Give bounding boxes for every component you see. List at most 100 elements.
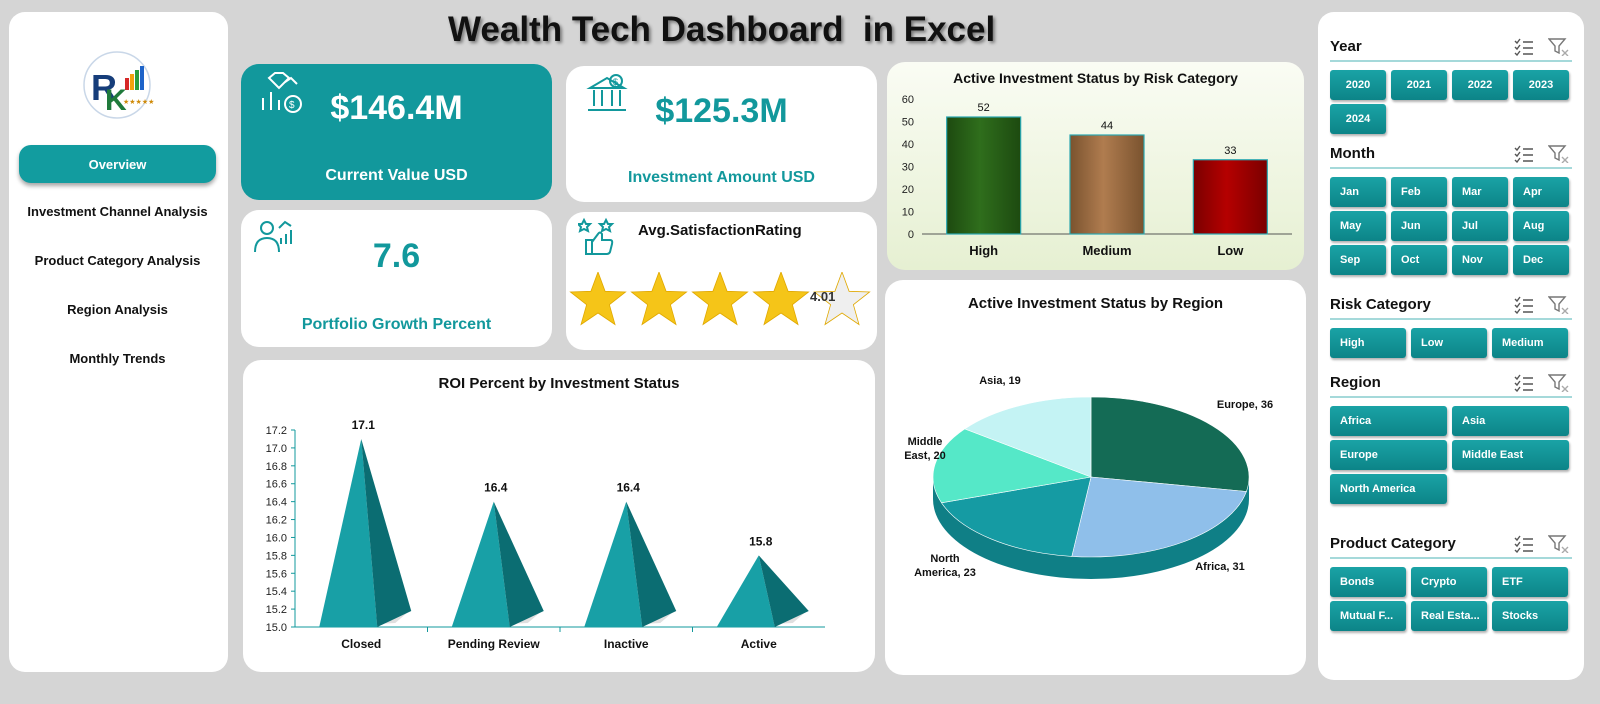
svg-text:$: $ bbox=[289, 100, 295, 111]
slicer-month-option-dec[interactable]: Dec bbox=[1513, 245, 1569, 275]
slicer-product-option-crypto[interactable]: Crypto bbox=[1411, 567, 1487, 597]
y-tick-label: 16.4 bbox=[266, 497, 287, 509]
nav-item-monthly-trends[interactable]: Monthly Trends bbox=[69, 350, 166, 366]
chart-roi-panel: ROI Percent by Investment Status 15.0 15.… bbox=[243, 360, 875, 672]
pyramid-pending-review bbox=[451, 501, 544, 627]
chart-region-title: Active Investment Status by Region bbox=[967, 295, 1224, 312]
pie-slice-north-america bbox=[940, 476, 1092, 557]
svg-text:R: R bbox=[91, 67, 117, 108]
category-label-inactive: Inactive bbox=[604, 637, 649, 651]
clear-filter-icon[interactable] bbox=[1547, 535, 1570, 558]
bar-low bbox=[1192, 159, 1268, 235]
pie-label-middle-east: Middle East, 20 bbox=[904, 436, 946, 462]
category-label-closed: Closed bbox=[341, 637, 381, 651]
kpi-investment-amount: $ $125.3M Investment Amount USD bbox=[566, 66, 877, 202]
kpi-satisfaction-label: Avg.SatisfactionRating bbox=[638, 222, 802, 239]
slicer-product-option-bonds[interactable]: Bonds bbox=[1330, 567, 1406, 597]
slicer-region-header: Region bbox=[1330, 374, 1572, 398]
data-label-low: 33 bbox=[1224, 145, 1236, 157]
slicer-product-option-real-esta[interactable]: Real Esta... bbox=[1411, 601, 1487, 631]
clear-filter-icon[interactable] bbox=[1547, 38, 1570, 61]
category-label-low: Low bbox=[1217, 243, 1244, 258]
slicer-risk-option-medium[interactable]: Medium bbox=[1492, 328, 1568, 358]
y-tick-label: 17.2 bbox=[266, 425, 287, 437]
slicer-year-option-2023[interactable]: 2023 bbox=[1513, 70, 1569, 100]
pie-rim bbox=[933, 477, 1249, 579]
pie-slice-asia bbox=[964, 396, 1092, 478]
y-tick-label: 16.8 bbox=[266, 461, 287, 473]
y-tick-label: 16.6 bbox=[266, 479, 287, 491]
diamond-growth-icon: $ bbox=[259, 70, 305, 121]
data-label-inactive: 16.4 bbox=[617, 481, 641, 495]
svg-text:★★★★★: ★★★★★ bbox=[123, 98, 154, 106]
slicer-product-option-mutual-f[interactable]: Mutual F... bbox=[1330, 601, 1406, 631]
slicer-month-title: Month bbox=[1330, 145, 1375, 162]
chart-risk-category-panel: Active Investment Status by Risk Categor… bbox=[887, 62, 1304, 270]
slicer-year-option-2022[interactable]: 2022 bbox=[1452, 70, 1508, 100]
slicer-region-option-asia[interactable]: Asia bbox=[1452, 406, 1569, 436]
y-tick-label: 15.6 bbox=[266, 568, 287, 580]
svg-text:$: $ bbox=[613, 77, 618, 87]
slicer-month-option-jun[interactable]: Jun bbox=[1391, 211, 1447, 241]
nav-item-investment-channel-analysis[interactable]: Investment Channel Analysis bbox=[27, 203, 208, 219]
clear-filter-icon[interactable] bbox=[1547, 145, 1570, 168]
multi-select-icon[interactable] bbox=[1514, 374, 1534, 397]
data-label-closed: 17.1 bbox=[352, 418, 376, 432]
slicer-month-option-aug[interactable]: Aug bbox=[1513, 211, 1569, 241]
slicer-product-option-etf[interactable]: ETF bbox=[1492, 567, 1568, 597]
slicer-month-option-oct[interactable]: Oct bbox=[1391, 245, 1447, 275]
multi-select-icon[interactable] bbox=[1514, 535, 1534, 558]
slicer-month-option-nov[interactable]: Nov bbox=[1452, 245, 1508, 275]
slicer-region-option-north-america[interactable]: North America bbox=[1330, 474, 1447, 504]
bank-money-icon: $ bbox=[584, 72, 630, 123]
chart-region: Europe, 36 Africa, 31 North America, 23 Midd… bbox=[904, 375, 1273, 579]
nav-item-product-category-analysis[interactable]: Product Category Analysis bbox=[34, 252, 201, 268]
pie-slice-middle-east bbox=[932, 428, 1093, 504]
slicer-month-option-jul[interactable]: Jul bbox=[1452, 211, 1508, 241]
slicer-risk-title: Risk Category bbox=[1330, 296, 1431, 313]
data-label-pending-review: 16.4 bbox=[484, 481, 508, 495]
chart-roi: 15.0 15.2 15.4 15.6 15.8 16.0 16.2 16.4 16.6 16.8… bbox=[266, 418, 825, 651]
slicer-year-option-2021[interactable]: 2021 bbox=[1391, 70, 1447, 100]
pyramid-inactive bbox=[584, 501, 677, 627]
category-label-high: High bbox=[969, 243, 998, 258]
slicer-month-option-may[interactable]: May bbox=[1330, 211, 1386, 241]
slicer-month-option-sep[interactable]: Sep bbox=[1330, 245, 1386, 275]
pie-label-north-america: North America, 23 bbox=[914, 553, 976, 579]
slicer-region-option-middle-east[interactable]: Middle East bbox=[1452, 440, 1569, 470]
slicer-year-option-2024[interactable]: 2024 bbox=[1330, 104, 1386, 134]
y-tick-label: 60 bbox=[902, 94, 914, 106]
star-rating bbox=[569, 272, 871, 326]
slicer-month-option-apr[interactable]: Apr bbox=[1513, 177, 1569, 207]
chart-region-panel: Active Investment Status by Region Europ… bbox=[885, 280, 1306, 675]
slicer-month-option-jan[interactable]: Jan bbox=[1330, 177, 1386, 207]
data-label-high: 52 bbox=[978, 102, 990, 114]
slicer-month-option-mar[interactable]: Mar bbox=[1452, 177, 1508, 207]
multi-select-icon[interactable] bbox=[1514, 296, 1534, 319]
y-tick-label: 15.8 bbox=[266, 550, 287, 562]
slicer-risk-option-low[interactable]: Low bbox=[1411, 328, 1487, 358]
clear-filter-icon[interactable] bbox=[1547, 296, 1570, 319]
kpi-current-value: $ $146.4M Current Value USD bbox=[241, 64, 552, 200]
pyramid-closed bbox=[319, 438, 412, 627]
pie-label-europe: Europe, 36 bbox=[1217, 399, 1273, 411]
dashboard-title: Wealth Tech Dashboard in Excel bbox=[448, 10, 996, 49]
chart-risk-category: 0 10 20 30 40 50 60 52 High 44 Medium 33 Low bbox=[902, 94, 1292, 258]
multi-select-icon[interactable] bbox=[1514, 145, 1534, 168]
slicer-risk-option-high[interactable]: High bbox=[1330, 328, 1406, 358]
y-tick-label: 15.4 bbox=[266, 586, 287, 598]
slicer-product-title: Product Category bbox=[1330, 535, 1456, 552]
y-tick-label: 15.0 bbox=[266, 622, 287, 634]
pie-label-asia: Asia, 19 bbox=[979, 375, 1021, 387]
slicer-year-title: Year bbox=[1330, 38, 1362, 55]
slicer-month-option-feb[interactable]: Feb bbox=[1391, 177, 1447, 207]
rating-star bbox=[569, 272, 627, 326]
clear-filter-icon[interactable] bbox=[1547, 374, 1570, 397]
slicer-region-option-europe[interactable]: Europe bbox=[1330, 440, 1447, 470]
multi-select-icon[interactable] bbox=[1514, 38, 1534, 61]
nav-item-region-analysis[interactable]: Region Analysis bbox=[67, 301, 168, 317]
slicer-product-option-stocks[interactable]: Stocks bbox=[1492, 601, 1568, 631]
slicer-year-option-2020[interactable]: 2020 bbox=[1330, 70, 1386, 100]
slicer-region-option-africa[interactable]: Africa bbox=[1330, 406, 1447, 436]
nav-item-overview[interactable]: Overview bbox=[19, 145, 216, 183]
